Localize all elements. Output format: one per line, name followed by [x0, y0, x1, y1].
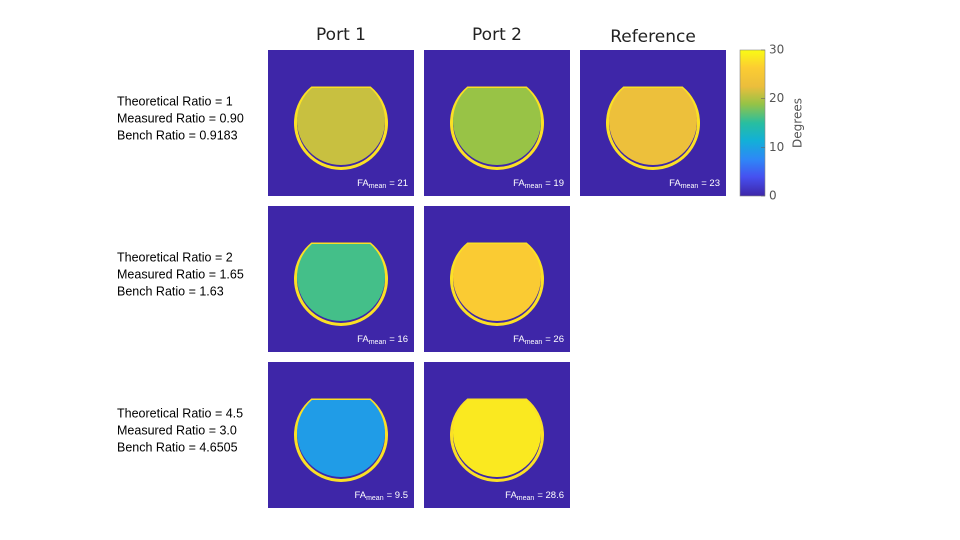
fa-subscript: mean: [369, 183, 387, 190]
phantom-edge: [294, 398, 388, 482]
fa-mean-label: FAmean = 19: [513, 178, 564, 190]
fa-subscript: mean: [366, 495, 384, 502]
fa-value: = 28.6: [537, 490, 564, 501]
fa-mean-label: FAmean = 21: [357, 178, 408, 190]
fa-symbol: FA: [513, 334, 525, 345]
column-header: Port 2: [472, 25, 522, 45]
row-label: Measured Ratio = 1.65: [117, 267, 244, 281]
fa-symbol: FA: [505, 490, 517, 501]
row-label: Bench Ratio = 1.63: [117, 284, 224, 298]
fa-symbol: FA: [357, 178, 369, 189]
colorbar-label: Degrees: [791, 98, 805, 148]
phantom-disk: [297, 400, 385, 477]
row-label: Theoretical Ratio = 1: [117, 94, 233, 108]
fa-mean-label: FAmean = 28.6: [505, 490, 564, 502]
fa-symbol: FA: [513, 178, 525, 189]
phantom-edge: [294, 242, 388, 326]
row-label: Bench Ratio = 4.6505: [117, 440, 238, 454]
fa-mean-label: FAmean = 16: [357, 334, 408, 346]
fa-subscript: mean: [525, 183, 543, 190]
fa-symbol: FA: [669, 178, 681, 189]
phantom-edge: [450, 398, 544, 482]
column-header: Reference: [610, 27, 696, 47]
row-label: Theoretical Ratio = 4.5: [117, 406, 243, 420]
phantom-disk: [453, 88, 541, 165]
fa-value: = 23: [701, 178, 720, 189]
row-label: Theoretical Ratio = 2: [117, 250, 233, 264]
fa-symbol: FA: [357, 334, 369, 345]
fa-value: = 16: [389, 334, 408, 345]
column-header: Port 1: [316, 25, 366, 45]
fa-subscript: mean: [525, 339, 543, 346]
fa-subscript: mean: [517, 495, 535, 502]
fa-mean-label: FAmean = 23: [669, 178, 720, 190]
row-label: Measured Ratio = 3.0: [117, 423, 237, 437]
colorbar-tick-label: 30: [769, 43, 784, 57]
phantom-disk: [609, 88, 697, 165]
fa-value: = 26: [545, 334, 564, 345]
fa-value: = 19: [545, 178, 564, 189]
phantom-disk: [452, 400, 541, 477]
row-label: Bench Ratio = 0.9183: [117, 128, 238, 142]
fa-value: = 21: [389, 178, 408, 189]
colorbar-tick-label: 20: [769, 91, 784, 105]
fa-value: = 9.5: [387, 490, 408, 501]
phantom-disk: [452, 244, 541, 321]
phantom-edge: [450, 86, 544, 170]
phantom-disk: [297, 244, 385, 321]
fa-subscript: mean: [369, 339, 387, 346]
phantom-disk: [297, 88, 385, 165]
phantom-edge: [294, 86, 388, 170]
colorbar-tick-label: 10: [769, 140, 784, 154]
colorbar-tick-label: 0: [769, 189, 777, 203]
fa-symbol: FA: [354, 490, 366, 501]
fa-mean-label: FAmean = 9.5: [354, 490, 408, 502]
phantom-edge: [450, 242, 544, 326]
phantom-edge: [606, 86, 700, 170]
fa-subscript: mean: [681, 183, 699, 190]
colorbar: [739, 49, 766, 197]
row-label: Measured Ratio = 0.90: [117, 111, 244, 125]
fa-mean-label: FAmean = 26: [513, 334, 564, 346]
